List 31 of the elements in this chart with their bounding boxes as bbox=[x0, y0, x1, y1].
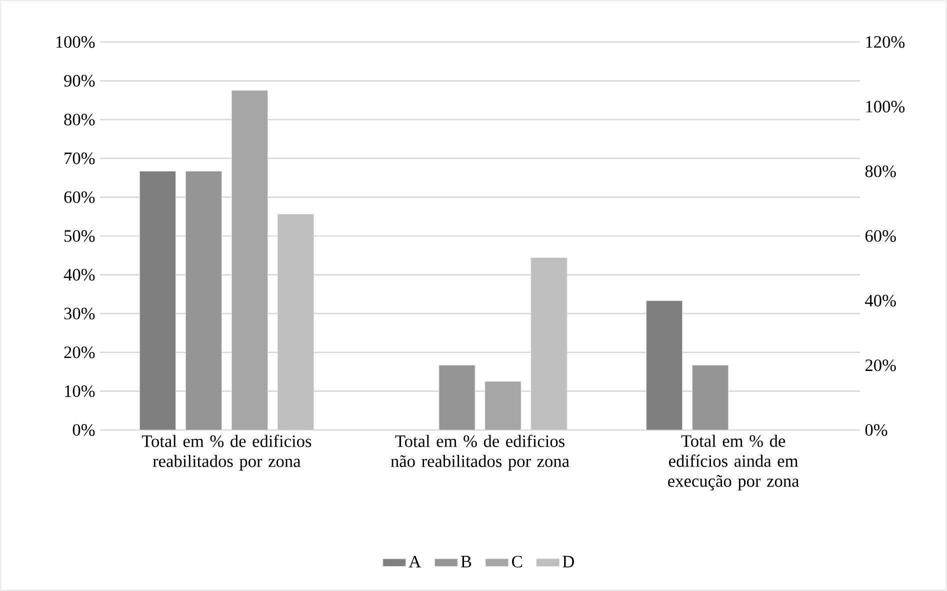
bar bbox=[484, 381, 522, 430]
y-tick-label: 40% bbox=[64, 268, 95, 281]
legend-label: A bbox=[408, 556, 422, 568]
y-tick-label: 60% bbox=[64, 191, 95, 204]
bar bbox=[139, 170, 176, 430]
y-tick-label: 90% bbox=[64, 74, 95, 87]
y-tick-label: 100% bbox=[56, 36, 95, 48]
y2-tick-label: 100% bbox=[866, 100, 905, 113]
bar bbox=[646, 300, 683, 430]
bar bbox=[231, 90, 268, 430]
x-tick-label: Total em % de edificios reabilitados por zona bbox=[142, 434, 312, 471]
y2-tick-label: 60% bbox=[865, 230, 896, 242]
y2-tick-label: 40% bbox=[865, 294, 896, 307]
y-tick-label: 30% bbox=[64, 308, 95, 320]
y2-tick-label: 80% bbox=[865, 165, 896, 178]
y-tick-label: 50% bbox=[64, 230, 95, 242]
legend-label: C bbox=[512, 556, 522, 568]
y2-tick-label: 120% bbox=[866, 36, 905, 48]
y-tick-label: 10% bbox=[65, 385, 95, 398]
y-tick-label: 20% bbox=[64, 346, 95, 358]
legend-label: B bbox=[460, 556, 472, 568]
x-tick-label: Total em % de edificios não reabilitados por zona bbox=[390, 434, 570, 471]
bar bbox=[277, 214, 314, 430]
y-tick-label: 70% bbox=[64, 152, 95, 164]
y2-tick-label: 20% bbox=[865, 359, 896, 372]
y-tick-label: 0% bbox=[72, 424, 95, 436]
x-tick-label: Total em % de edifícios ainda em execução por zona bbox=[668, 434, 800, 490]
y2-tick-label: 0% bbox=[865, 424, 888, 436]
y-tick-label: 80% bbox=[64, 114, 95, 126]
legend-label: D bbox=[562, 556, 574, 568]
bar bbox=[530, 257, 568, 430]
